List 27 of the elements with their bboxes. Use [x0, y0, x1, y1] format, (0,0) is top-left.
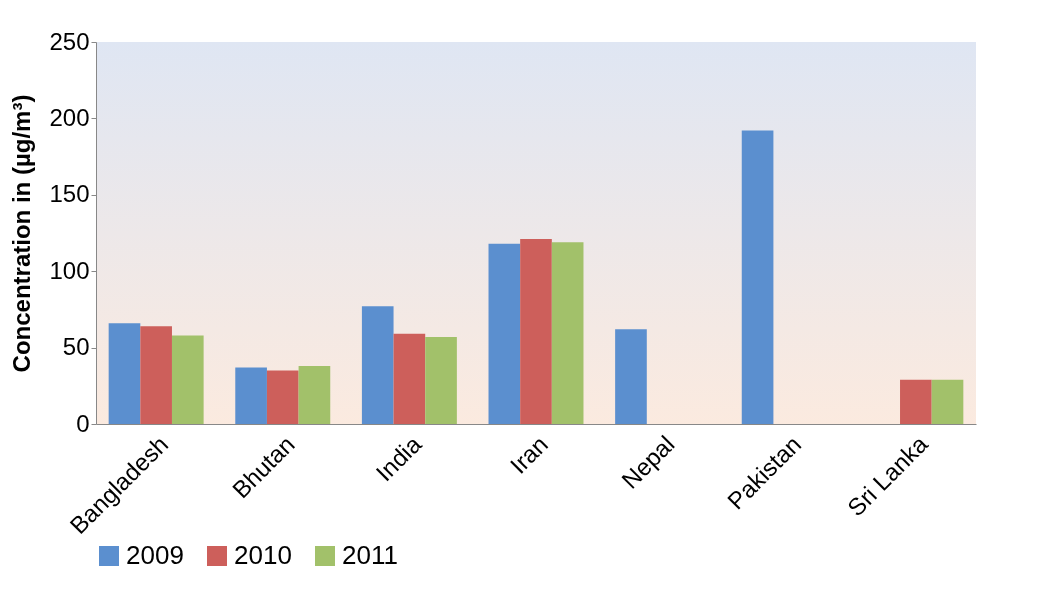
- bar: [900, 379, 932, 424]
- bar: [298, 365, 331, 424]
- bar: [520, 239, 552, 424]
- bar: [615, 329, 647, 424]
- bar: [266, 370, 299, 424]
- bar: [931, 379, 964, 424]
- y-tick-label: 50: [62, 333, 90, 361]
- legend-label: 2010: [234, 540, 292, 570]
- legend-label: 2011: [342, 540, 398, 570]
- y-tick-label: 200: [49, 103, 90, 131]
- bar: [488, 243, 521, 424]
- bar: [361, 306, 394, 424]
- bar: [741, 130, 774, 424]
- bar: [393, 333, 426, 424]
- bar: [171, 335, 204, 424]
- y-tick-label: 100: [49, 256, 90, 284]
- bar: [108, 323, 141, 424]
- legend-label: 2009: [126, 540, 184, 570]
- y-tick-label: 150: [49, 180, 90, 208]
- y-tick-label: 250: [49, 27, 90, 55]
- bar: [235, 367, 267, 424]
- bar: [425, 336, 457, 424]
- y-tick-label: 0: [76, 409, 90, 437]
- bar: [140, 326, 172, 424]
- y-axis-title: Concentration in (µg/m³): [8, 94, 36, 373]
- x-tick-label: Iran: [504, 430, 553, 479]
- bar: [551, 242, 584, 424]
